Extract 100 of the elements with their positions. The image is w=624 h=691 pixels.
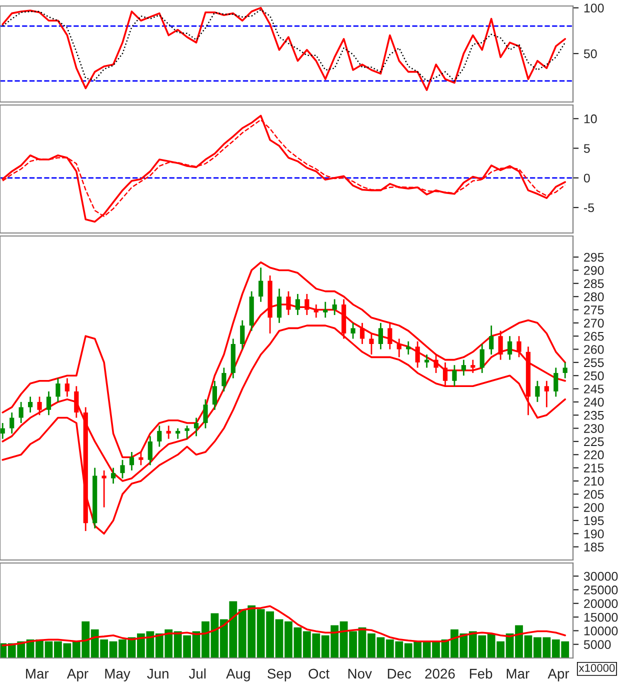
candlestick bbox=[222, 367, 226, 392]
x-tick-label: Nov bbox=[348, 668, 372, 679]
y-tick-label: 245 bbox=[584, 384, 604, 394]
candlestick bbox=[184, 424, 190, 440]
candlestick bbox=[360, 322, 365, 345]
y-tick-label: 220 bbox=[584, 450, 604, 460]
candlestick bbox=[120, 459, 125, 480]
candlestick bbox=[406, 340, 411, 356]
candlestick bbox=[276, 288, 282, 324]
y-tick-label: 215 bbox=[584, 464, 604, 472]
y-tick-label: 270 bbox=[584, 318, 604, 328]
y-tick-label: 235 bbox=[584, 410, 604, 420]
y-tick-label: 25000 bbox=[584, 586, 618, 594]
x-tick-label: Jul bbox=[188, 668, 206, 679]
candlestick bbox=[166, 424, 171, 440]
x-tick-label: 2026 bbox=[425, 668, 455, 679]
candlestick bbox=[489, 324, 494, 356]
candlestick bbox=[452, 364, 457, 387]
y-tick-label: 5000 bbox=[584, 640, 611, 650]
y-tick-label: 285 bbox=[584, 279, 604, 288]
candlestick bbox=[37, 396, 42, 416]
candlestick bbox=[258, 266, 264, 303]
candlestick bbox=[516, 335, 522, 358]
y-tick-label: 200 bbox=[584, 503, 604, 512]
y-tick-label: -5 bbox=[584, 203, 594, 212]
x-tick-label: Mar bbox=[26, 668, 49, 679]
y-tick-label: 15000 bbox=[584, 612, 618, 622]
candlestick bbox=[562, 362, 568, 379]
candlestick bbox=[535, 380, 540, 403]
candlestick bbox=[378, 322, 383, 350]
line-series bbox=[2, 605, 566, 646]
x-tick-label: Apr bbox=[548, 668, 570, 682]
y-tick-label: 295 bbox=[584, 252, 604, 262]
x-tick-label: Feb bbox=[470, 668, 492, 679]
candlestick bbox=[148, 436, 152, 466]
candlestick bbox=[10, 412, 14, 434]
x-tick-label: Oct bbox=[308, 668, 330, 679]
candlestick bbox=[129, 451, 134, 472]
candlestick bbox=[461, 359, 466, 376]
y-tick-label: 210 bbox=[584, 476, 604, 486]
y-tick-label: 5 bbox=[584, 144, 590, 153]
y-tick-label: 190 bbox=[584, 529, 604, 538]
y-tick-label: 230 bbox=[584, 424, 604, 433]
candlestick bbox=[74, 385, 79, 418]
y-tick-label: 250 bbox=[584, 371, 604, 380]
y-tick-label: 185 bbox=[584, 542, 604, 552]
x-tick-label: Mar bbox=[506, 668, 530, 679]
candlestick bbox=[18, 401, 24, 424]
candlestick bbox=[424, 354, 430, 368]
y-tick-label: 280 bbox=[584, 292, 604, 302]
y-tick-label: 10000 bbox=[584, 626, 618, 636]
y-tick-label: 265 bbox=[584, 332, 604, 341]
candlestick bbox=[498, 330, 503, 360]
y-tick-label: 0 bbox=[584, 174, 590, 183]
candlestick bbox=[212, 380, 218, 411]
candlestick bbox=[64, 378, 70, 398]
candlestick bbox=[0, 422, 5, 440]
y-tick-label: 50 bbox=[584, 49, 597, 58]
text: x10000 bbox=[578, 664, 615, 672]
candlestick bbox=[388, 322, 392, 350]
y-tick-label: 260 bbox=[584, 345, 604, 354]
candlestick bbox=[203, 398, 208, 429]
candlestick bbox=[350, 322, 356, 340]
candlestick bbox=[442, 362, 448, 387]
candlestick bbox=[434, 354, 438, 374]
candlestick bbox=[332, 298, 337, 316]
candlestick bbox=[194, 417, 199, 437]
candlestick bbox=[176, 428, 180, 440]
y-tick-label: 100 bbox=[584, 4, 604, 12]
candlestick bbox=[56, 378, 60, 403]
candlestick bbox=[554, 367, 558, 398]
x-tick-label: Apr bbox=[66, 668, 88, 682]
y-tick-label: 275 bbox=[584, 306, 604, 314]
x-tick-label: Jun bbox=[147, 668, 168, 679]
candlestick bbox=[28, 396, 33, 414]
x-tick-label: Aug bbox=[226, 668, 250, 682]
candlestick bbox=[507, 335, 512, 360]
y-tick-label: 30000 bbox=[584, 572, 618, 581]
candlestick bbox=[157, 424, 162, 448]
y-tick-label: 240 bbox=[584, 398, 604, 407]
y-tick-label: 255 bbox=[584, 358, 604, 368]
y-tick-label: 205 bbox=[584, 490, 604, 499]
candlestick bbox=[323, 301, 328, 318]
candlestick bbox=[102, 470, 106, 508]
y-tick-label: 290 bbox=[584, 266, 604, 275]
candlestick bbox=[295, 293, 300, 316]
candlestick bbox=[46, 390, 52, 416]
x-tick-label: Sep bbox=[268, 668, 292, 682]
candlestick bbox=[396, 338, 402, 358]
x-tick-label: Dec bbox=[388, 668, 412, 679]
candlestick bbox=[240, 320, 245, 350]
candlestick bbox=[415, 340, 420, 368]
y-tick-label: 195 bbox=[584, 516, 604, 526]
candlestick bbox=[110, 467, 116, 484]
candlestick bbox=[470, 359, 476, 374]
y-tick-label: 10 bbox=[584, 114, 597, 124]
y-tick-label: 225 bbox=[584, 437, 604, 446]
candlestick bbox=[369, 332, 374, 356]
y-tick-label: 20000 bbox=[584, 599, 618, 608]
candlestick bbox=[480, 343, 484, 374]
